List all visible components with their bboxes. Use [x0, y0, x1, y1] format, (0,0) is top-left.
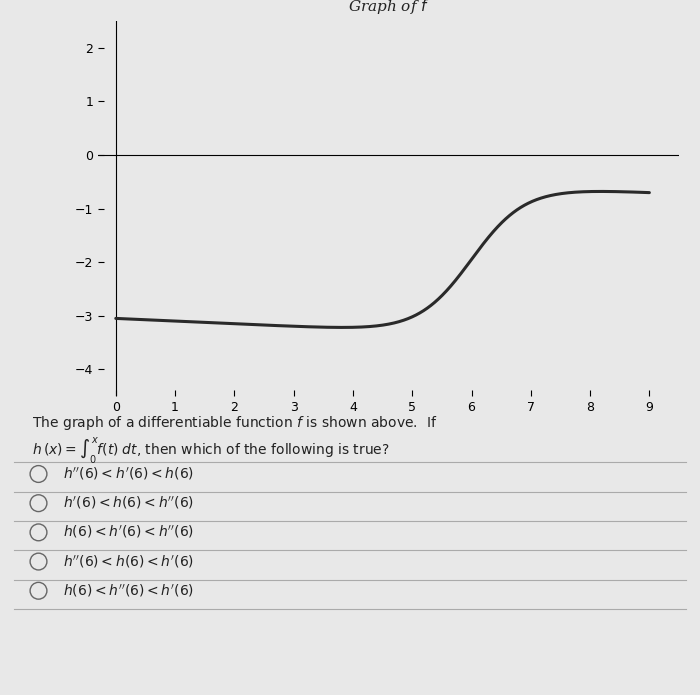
Text: $h(6) < h''(6) < h'(6)$: $h(6) < h''(6) < h'(6)$	[63, 582, 194, 599]
Text: $h(6) < h'(6) < h''(6)$: $h(6) < h'(6) < h''(6)$	[63, 524, 194, 541]
Text: $h\,(x) = \int_0^{x} f(t)\; dt$, then which of the following is true?: $h\,(x) = \int_0^{x} f(t)\; dt$, then wh…	[32, 436, 389, 466]
Text: $h''(6) < h(6) < h'(6)$: $h''(6) < h(6) < h'(6)$	[63, 553, 194, 570]
Title: Graph of $f$: Graph of $f$	[347, 0, 430, 16]
Text: $h'(6) < h(6) < h''(6)$: $h'(6) < h(6) < h''(6)$	[63, 495, 194, 512]
Text: $h''(6) < h'(6) < h(6)$: $h''(6) < h'(6) < h(6)$	[63, 466, 194, 482]
Text: The graph of a differentiable function $f$ is shown above.  If: The graph of a differentiable function $…	[32, 414, 437, 432]
